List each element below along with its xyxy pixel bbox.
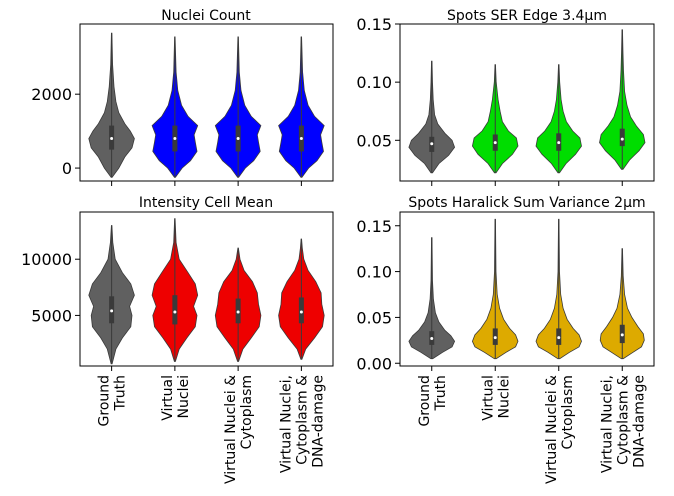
x-tick-label: Truth <box>113 375 129 412</box>
x-tick-label: Virtual <box>160 375 176 421</box>
y-tick-label: 0.05 <box>356 131 392 150</box>
x-tick-label: Virtual <box>480 375 496 421</box>
y-tick-label: 0.05 <box>356 308 392 327</box>
panel-title: Spots SER Edge 3.4µm <box>447 8 607 24</box>
violin-median-dot <box>620 332 625 337</box>
y-tick-label: 0.10 <box>356 73 392 92</box>
x-tick-label: Cytoplasm & <box>615 375 631 465</box>
violin-median-dot <box>429 141 434 146</box>
y-tick-label: 0.10 <box>356 263 392 282</box>
x-tick-label: Ground <box>97 375 113 427</box>
violin-median-dot <box>493 140 498 145</box>
panel-title: Intensity Cell Mean <box>139 195 273 211</box>
x-tick-label: DNA-damage <box>310 375 326 468</box>
x-tick-label: Cytoplasm & <box>294 375 310 465</box>
y-tick-label: 5000 <box>31 306 72 325</box>
axes-frame <box>399 23 655 182</box>
violin-median-dot <box>109 136 114 141</box>
x-tick-label: DNA-damage <box>631 375 647 468</box>
violin-median-dot <box>172 136 177 141</box>
y-tick-label: 10000 <box>21 250 72 269</box>
x-tick-label: Nuclei <box>176 375 192 418</box>
panel-spots-ser-edge: Spots SER Edge 3.4µm 0.05 0.10 0.15 <box>356 8 655 186</box>
x-tick-label: Cytoplasm <box>239 375 255 449</box>
y-tick-label: 0.15 <box>356 217 392 236</box>
violin-median-dot <box>109 308 114 314</box>
panel-spots-haralick-sum-variance: Spots Haralick Sum Variance 2µm 0.00 0.05… <box>356 195 655 484</box>
violin-median-dot <box>299 309 304 315</box>
x-tick-label: Virtual Nuclei, <box>599 375 615 473</box>
violin-median-dot <box>556 140 561 145</box>
panel-intensity-cell-mean: Intensity Cell Mean 5000 10000 Ground Truth… <box>21 195 334 484</box>
axes-frame <box>399 211 655 367</box>
panel-title: Nuclei Count <box>161 8 251 24</box>
y-tick-label: 2000 <box>31 85 72 104</box>
y-tick-label: 0.15 <box>356 15 392 34</box>
x-tick-label: Ground <box>417 375 433 427</box>
x-tick-label: Virtual Nuclei, <box>278 375 294 473</box>
axes-frame <box>79 23 334 182</box>
violin-median-dot <box>620 137 625 142</box>
violin-iqr-box <box>172 295 178 325</box>
x-tick-label: Cytoplasm <box>560 375 576 449</box>
violin-median-dot <box>556 335 561 340</box>
violin-median-dot <box>299 136 304 141</box>
x-tick-label: Truth <box>433 375 449 412</box>
violin-median-dot <box>236 309 241 315</box>
panel-title: Spots Haralick Sum Variance 2µm <box>408 195 645 211</box>
x-tick-label: Virtual Nuclei & <box>544 375 560 484</box>
violin-median-dot <box>429 336 434 341</box>
x-tick-label: Virtual Nuclei & <box>223 375 239 484</box>
y-tick-label: 0.00 <box>356 354 392 373</box>
x-tick-label: Nuclei <box>496 375 512 418</box>
panel-nuclei-count: Nuclei Count 0 2000 <box>31 8 334 186</box>
violin-median-dot <box>236 136 241 141</box>
violin-median-dot <box>493 335 498 340</box>
violin-median-dot <box>172 309 177 315</box>
axes-frame <box>79 211 334 367</box>
y-tick-label: 0 <box>62 159 72 178</box>
